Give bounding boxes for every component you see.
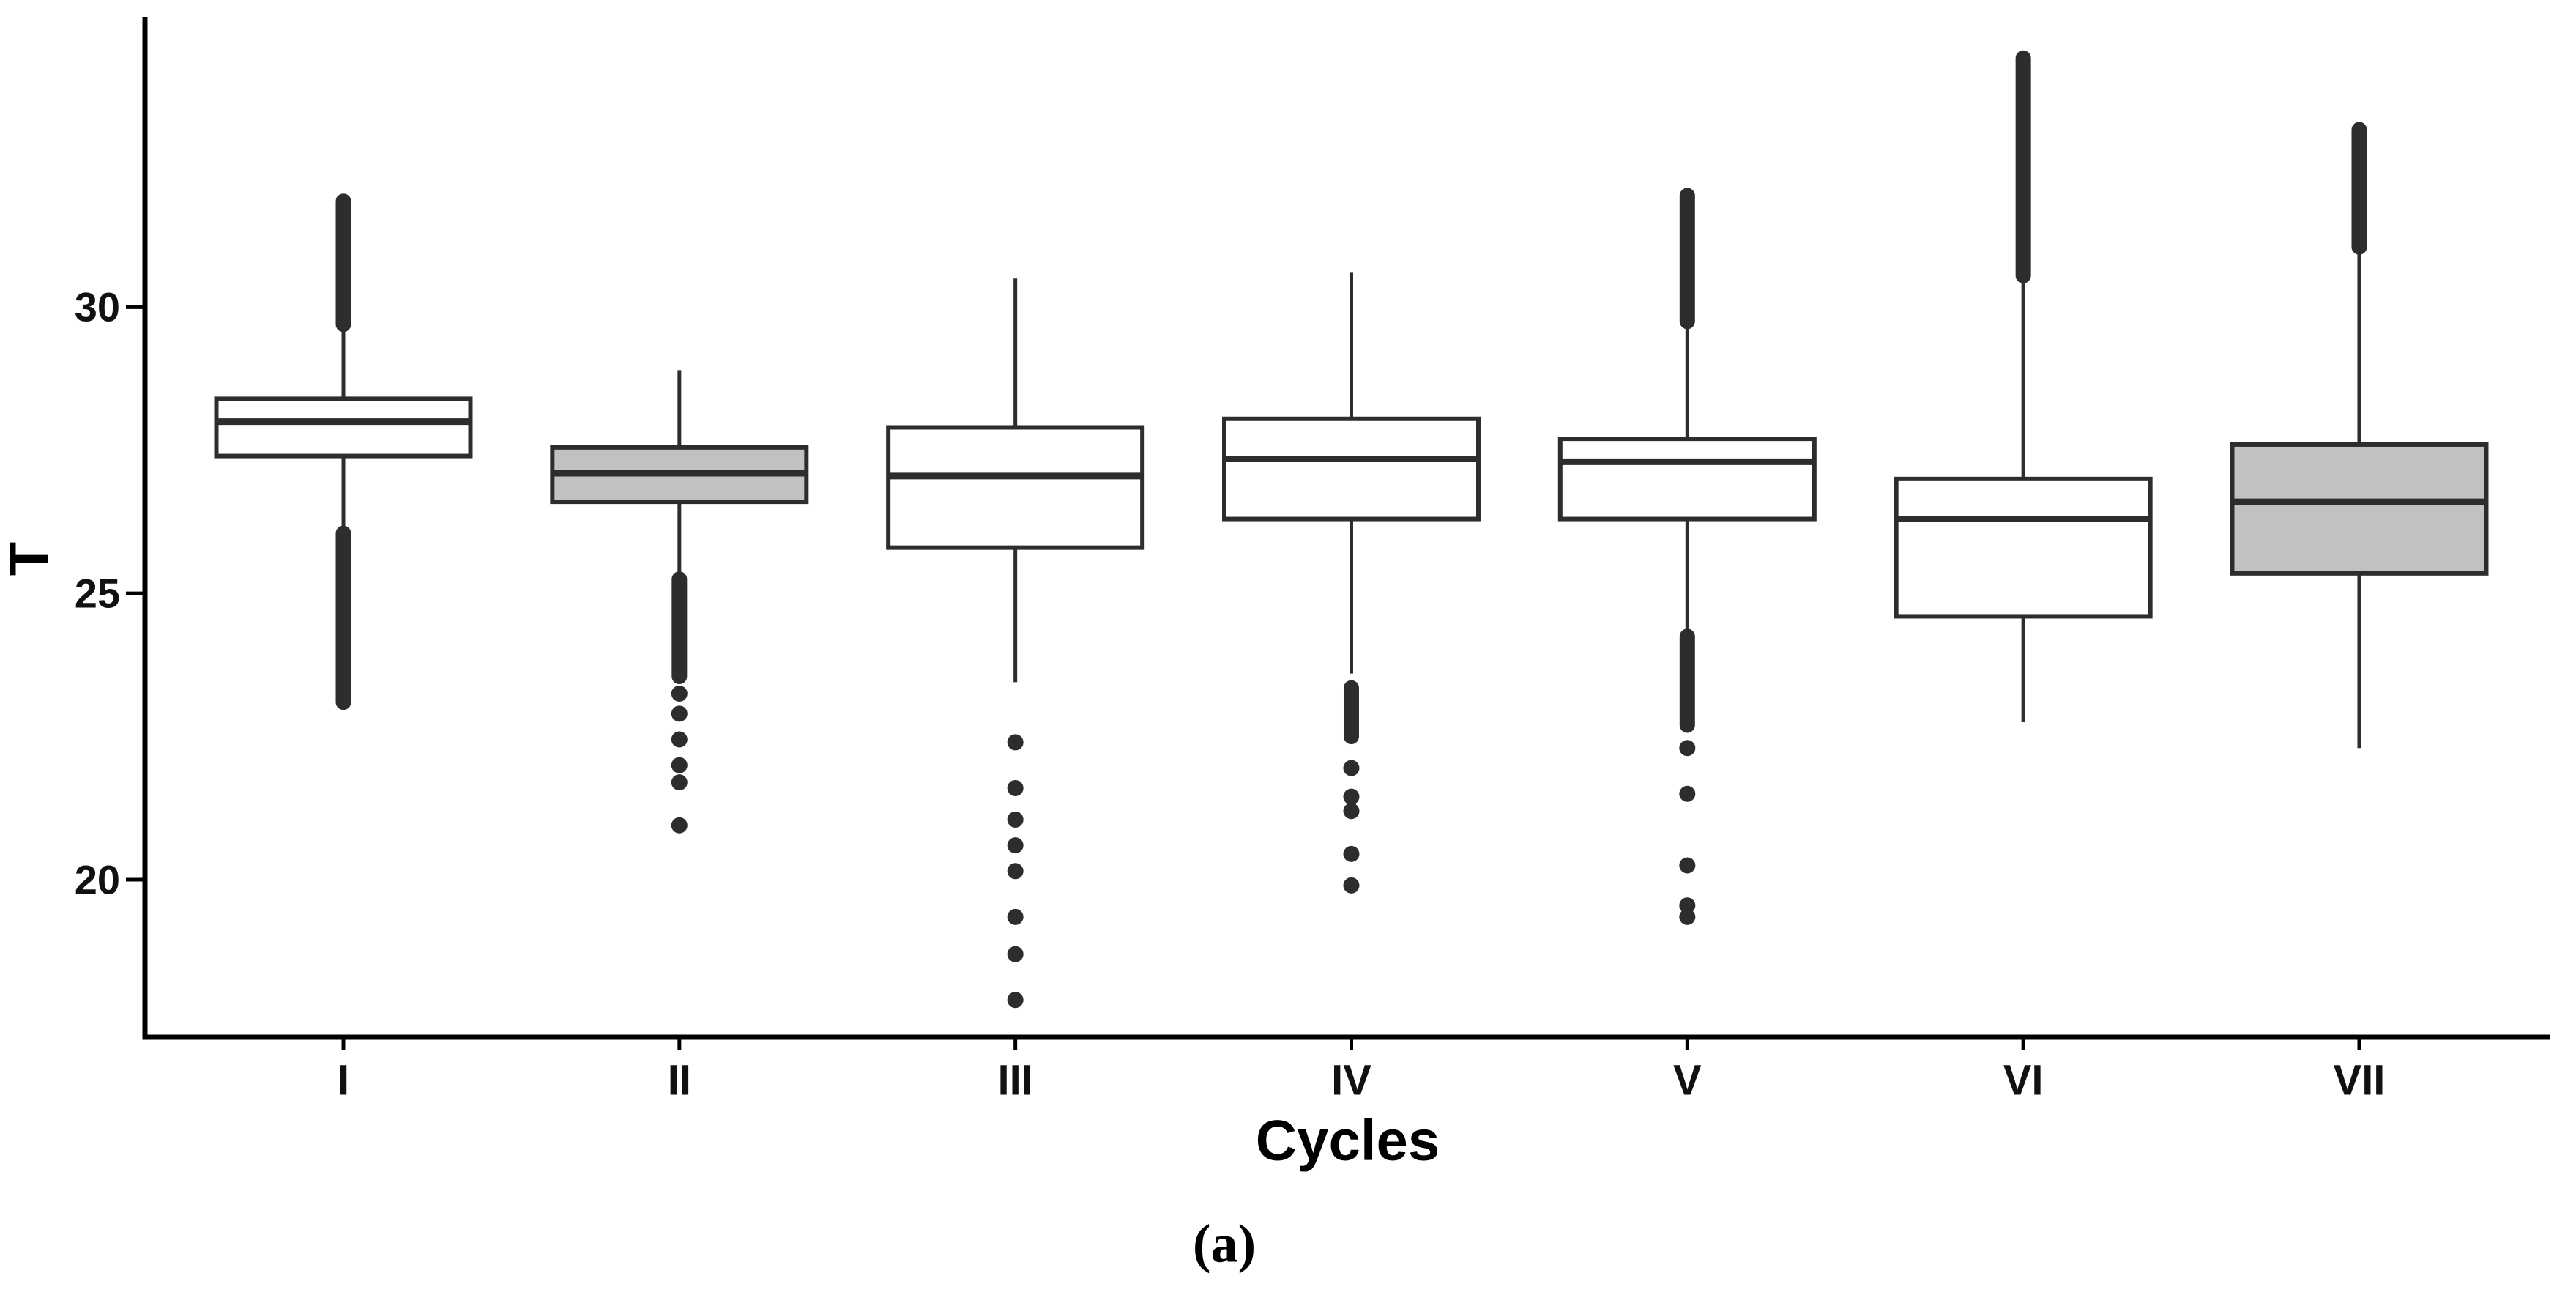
outlier-point: [1007, 992, 1024, 1009]
outlier-point: [1679, 897, 1696, 914]
y-tick-label-20: 20: [74, 856, 120, 903]
outlier-point: [671, 757, 688, 773]
outlier-point: [1343, 803, 1360, 820]
x-axis-title: Cycles: [1255, 1107, 1440, 1173]
x-tick-label-III: III: [997, 1056, 1033, 1105]
iqr-box: [2230, 442, 2489, 576]
y-tick-label-25: 25: [74, 570, 120, 617]
subfigure-caption: (a): [1192, 1214, 1257, 1274]
iqr-box: [886, 425, 1145, 550]
outlier-point: [1343, 788, 1360, 805]
iqr-box: [214, 396, 473, 459]
outlier-point: [1007, 908, 1024, 925]
outlier-point: [1679, 740, 1696, 757]
outlier-point: [1343, 845, 1360, 862]
outlier-point: [1007, 837, 1024, 854]
outlier-point: [671, 685, 688, 702]
outlier-point: [671, 731, 688, 748]
x-tick-label-VII: VII: [2333, 1056, 2386, 1105]
outlier-point: [671, 774, 688, 791]
x-tick-label-V: V: [1672, 1056, 1702, 1105]
outlier-point: [1007, 734, 1024, 751]
y-tick-label-30: 30: [74, 283, 120, 330]
outlier-point: [1007, 811, 1024, 828]
outlier-point: [671, 705, 688, 722]
outlier-point: [1343, 877, 1360, 894]
outlier-point: [1679, 908, 1696, 925]
outlier-point: [1679, 785, 1696, 802]
x-tick-label-II: II: [667, 1056, 691, 1105]
x-tick-label-IV: IV: [1331, 1056, 1371, 1105]
outlier-point: [1679, 857, 1696, 874]
x-tick-label-I: I: [337, 1056, 350, 1105]
outlier-point: [1007, 946, 1024, 962]
y-axis-title: T: [0, 542, 61, 576]
outlier-point: [1007, 863, 1024, 880]
x-tick-label-VI: VI: [2003, 1056, 2044, 1105]
iqr-box: [1894, 476, 2153, 619]
outlier-point: [1343, 760, 1360, 776]
outlier-point: [1007, 779, 1024, 796]
outlier-point: [671, 817, 688, 834]
iqr-box: [1557, 437, 1817, 522]
iqr-box: [1221, 416, 1481, 522]
